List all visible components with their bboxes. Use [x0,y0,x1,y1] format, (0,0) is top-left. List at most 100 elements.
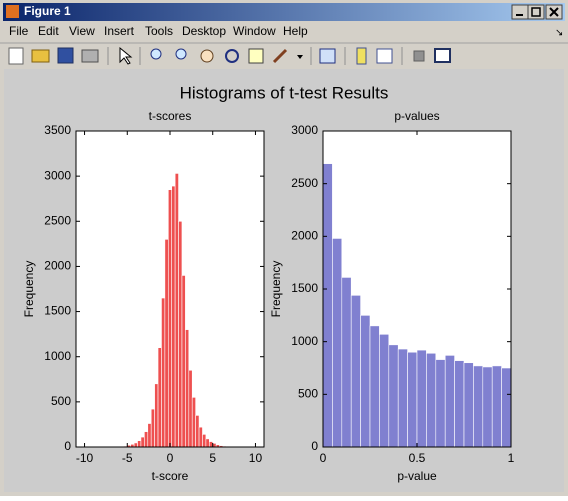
histogram-bar [417,350,426,447]
title-bar [3,3,565,21]
x-tick-label: 5 [209,451,216,465]
save-button[interactable] [58,48,73,63]
minimize-button[interactable] [512,5,528,19]
menu-item[interactable]: Window [233,24,276,38]
histogram-bar [209,442,212,447]
histogram-bar [138,441,141,447]
histogram-bar [185,330,188,447]
hide-tools-button[interactable] [414,51,424,61]
x-axis-label: t-score [152,469,189,483]
histogram-bar [351,295,360,447]
axes-title: p-values [394,109,439,123]
histogram-bar [158,348,161,447]
maximize-button[interactable] [528,5,544,19]
histogram-bar [206,439,209,447]
pan-button[interactable] [201,50,213,62]
x-tick-label: 0 [167,451,174,465]
histogram-bar [202,434,205,447]
colorbar-button[interactable] [357,48,366,64]
figure-title: Histograms of t-test Results [180,83,389,102]
x-tick-label: 10 [249,451,263,465]
axes-title: t-scores [149,109,192,123]
histogram-bar [502,368,511,447]
histogram-bar [134,443,137,447]
histogram-bar [426,353,435,447]
histogram-bar [483,367,492,447]
y-tick-label: 1000 [44,349,71,363]
histogram-bar [179,221,182,447]
y-tick-label: 1000 [291,334,318,348]
histogram-bar [408,352,417,447]
y-tick-label: 0 [311,439,318,453]
histogram-bar [196,415,199,447]
histogram-bar [464,363,473,447]
dock-arrow[interactable]: ↘ [555,28,563,39]
histogram-bar [323,164,332,447]
data-cursor-button[interactable] [249,49,263,63]
histogram-bar [161,298,164,447]
histogram-bar [445,355,454,447]
window-controls [512,5,562,19]
menu-item[interactable]: Insert [104,24,135,38]
histogram-bar [492,366,501,447]
y-tick-label: 2500 [291,176,318,190]
y-tick-label: 2500 [44,213,71,227]
menu-bar: File Edit View Insert Tools Desktop Window Help [9,24,308,38]
histogram-bar [379,334,388,447]
legend-button[interactable] [377,49,392,63]
histogram-bar [148,424,151,447]
histogram-bar [213,443,216,447]
y-tick-label: 2000 [291,229,318,243]
histogram-bar [182,275,185,447]
x-tick-label: 1 [508,451,515,465]
x-tick-label: -5 [122,451,133,465]
zoom-out-button[interactable] [176,49,186,59]
histogram-bar [199,427,202,447]
open-button[interactable] [32,50,49,62]
menu-item[interactable]: Edit [38,24,59,38]
menu-item[interactable]: Desktop [182,24,226,38]
histogram-bar [436,360,445,447]
histogram-bar [332,238,341,447]
histogram-bar [151,409,154,447]
y-tick-label: 1500 [44,304,71,318]
new-figure-button[interactable] [9,48,23,64]
histogram-bar [141,437,144,447]
menu-item[interactable]: File [9,24,29,38]
histogram-bar [398,349,407,447]
menu-item[interactable]: View [69,24,95,38]
app-icon [6,5,19,18]
print-button[interactable] [82,50,98,62]
menu-item[interactable]: Help [283,24,308,38]
x-tick-label: 0 [320,451,327,465]
x-axis-label: p-value [397,469,437,483]
histogram-bar [455,361,464,447]
y-tick-label: 3000 [44,168,71,182]
x-tick-label: -10 [76,451,94,465]
y-axis-label: Frequency [22,261,36,318]
histogram-bar [168,190,171,447]
histogram-bar [361,315,370,447]
x-tick-label: 0.5 [409,451,426,465]
y-tick-label: 500 [51,394,71,408]
y-tick-label: 3500 [44,123,71,137]
link-button[interactable] [320,49,335,63]
show-tools-button[interactable] [435,49,450,62]
histogram-bar [165,239,168,447]
menu-item[interactable]: Tools [145,24,173,38]
histogram-bar [144,432,147,447]
y-axis-label: Frequency [269,261,283,318]
zoom-in-button[interactable] [151,49,161,59]
histogram-bar [370,326,379,447]
histogram-bar [189,370,192,447]
histogram-bar [172,186,175,447]
y-tick-label: 0 [64,439,71,453]
histogram-bar [175,173,178,447]
histogram-bar [342,277,351,447]
y-tick-label: 1500 [291,281,318,295]
window-title: Figure 1 [24,4,71,18]
y-tick-label: 3000 [291,123,318,137]
histogram-bar [473,366,482,447]
histogram-bar [155,384,158,447]
